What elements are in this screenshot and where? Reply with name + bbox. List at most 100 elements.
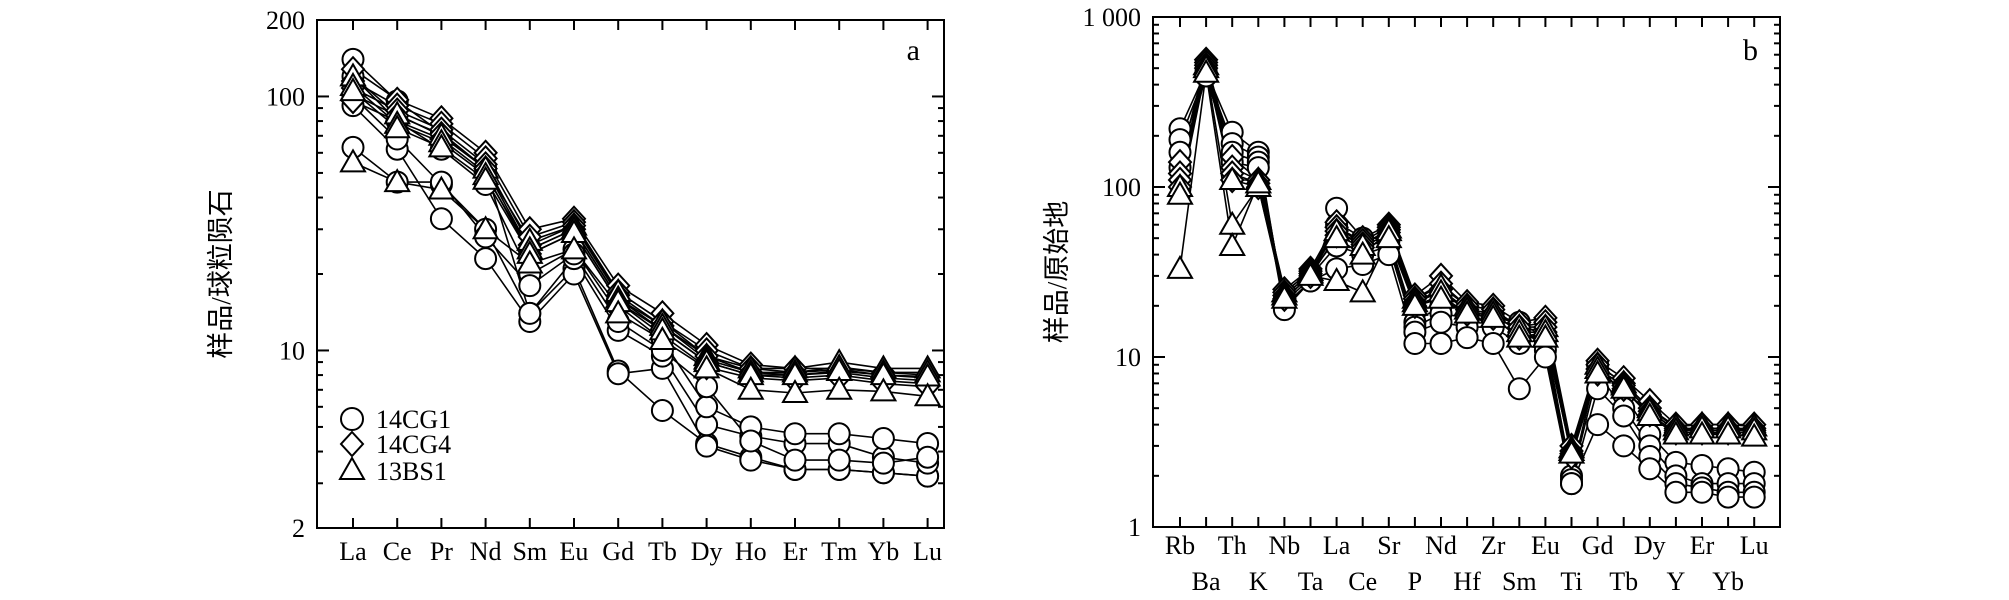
- legend-label-14cg1: 14CG1: [376, 405, 451, 434]
- data-point-13bs1: [1505, 323, 1534, 348]
- legend-marker-diamond: [339, 430, 365, 458]
- x-tick-label: Ti: [1560, 567, 1582, 596]
- x-tick-label: K: [1249, 567, 1268, 596]
- x-tick-label: Ce: [383, 537, 412, 566]
- data-point-13bs1: [1531, 323, 1560, 348]
- x-tick-label: Nd: [1425, 531, 1457, 560]
- x-tick-label: Sm: [512, 537, 547, 566]
- series-markers-b: [1166, 46, 1768, 509]
- data-point-13bs1: [1636, 401, 1664, 426]
- data-point-14cg1: [783, 422, 807, 446]
- data-point-14cg1: [871, 451, 895, 475]
- x-tick-label: Lu: [1740, 531, 1769, 560]
- data-point-14cg1: [1612, 434, 1636, 458]
- data-point-14cg1: [474, 247, 498, 271]
- x-tick-label: Tb: [648, 537, 677, 566]
- x-tick-label: Eu: [1531, 531, 1560, 560]
- data-point-13bs1: [427, 175, 456, 200]
- y-tick-label: 100: [266, 82, 305, 111]
- data-point-14cg1: [606, 362, 630, 386]
- data-point-13bs1: [1244, 169, 1273, 194]
- series-line-14cg4: [1179, 56, 1755, 447]
- series-line-14cg1: [1179, 69, 1755, 476]
- data-point-14cg1: [1690, 480, 1714, 504]
- data-point-14cg1: [1533, 345, 1557, 369]
- y-tick-label: 10: [279, 336, 305, 365]
- y-axis-label-b: 样品/原始地: [1042, 201, 1072, 344]
- data-point-13bs1: [1192, 58, 1220, 83]
- data-point-13bs1: [1609, 374, 1638, 399]
- x-tick-label: Ta: [1298, 567, 1324, 596]
- data-point-13bs1: [471, 215, 500, 240]
- panel-tag-a: a: [907, 34, 920, 67]
- series-line-13bs1: [1179, 65, 1755, 452]
- data-point-14cg1: [1429, 332, 1453, 356]
- y-tick-label: 2: [292, 514, 305, 543]
- legend-marker-circle: [340, 407, 364, 431]
- data-point-14cg1: [1507, 377, 1531, 401]
- data-point-14cg1: [1586, 413, 1610, 437]
- data-point-13bs1: [913, 382, 942, 407]
- x-tick-label: Ce: [1348, 567, 1377, 596]
- series-line-14cg4: [1179, 65, 1755, 454]
- x-tick-label: Sm: [1502, 567, 1537, 596]
- data-point-13bs1: [1348, 278, 1377, 303]
- data-point-13bs1: [1166, 254, 1194, 279]
- y-tick-label: 100: [1102, 173, 1141, 202]
- series-line-13bs1: [1179, 72, 1755, 457]
- x-tick-label: Dy: [691, 537, 723, 566]
- series-line-13bs1: [1179, 68, 1755, 455]
- y-tick-label: 200: [266, 6, 305, 35]
- series-markers-a: [339, 47, 942, 488]
- data-point-13bs1: [1348, 240, 1377, 265]
- series-line-14cg4: [1179, 62, 1755, 452]
- data-point-13bs1: [737, 375, 765, 400]
- x-tick-label: Hf: [1453, 567, 1481, 596]
- data-point-14cg1: [739, 448, 763, 472]
- data-point-13bs1: [1218, 210, 1246, 235]
- data-point-13bs1: [1583, 359, 1612, 384]
- data-point-13bs1: [383, 114, 411, 139]
- x-tick-label: Ba: [1192, 567, 1221, 596]
- data-point-14cg1: [1638, 457, 1662, 481]
- x-tick-label: Nb: [1269, 531, 1301, 560]
- x-tick-label: Rb: [1165, 531, 1195, 560]
- data-point-13bs1: [781, 378, 809, 404]
- data-point-14cg1: [1560, 472, 1583, 496]
- x-tick-label: Gd: [1582, 531, 1614, 560]
- y-tick-label: 1: [1128, 513, 1141, 542]
- data-point-13bs1: [1740, 422, 1768, 447]
- data-point-14cg1: [916, 445, 940, 469]
- data-point-13bs1: [1375, 224, 1403, 249]
- data-point-13bs1: [560, 235, 588, 260]
- x-tick-label: Y: [1667, 567, 1686, 596]
- data-point-14cg1: [783, 448, 807, 472]
- data-point-13bs1: [1322, 266, 1351, 291]
- data-point-13bs1: [1714, 420, 1742, 445]
- data-point-14cg1: [1429, 310, 1453, 334]
- legend-a: 14CG1 14CG4 13BS1: [338, 405, 451, 486]
- data-point-14cg1: [1481, 332, 1505, 356]
- data-point-14cg1: [695, 395, 719, 419]
- axes-a: 2 10 100 200 La Ce Pr Nd Sm Eu Gd Tb Dy Ho Er Tm Yb Lu: [266, 6, 944, 566]
- data-point-13bs1: [648, 325, 677, 350]
- data-point-13bs1: [1166, 180, 1194, 205]
- data-point-13bs1: [692, 354, 721, 379]
- x-tick-label: Th: [1218, 531, 1247, 560]
- series-line-14cg4: [1179, 68, 1755, 460]
- data-point-13bs1: [869, 377, 898, 402]
- legend-label-14cg4: 14CG4: [376, 430, 451, 459]
- data-point-14cg1: [827, 422, 851, 446]
- data-point-14cg1: [1716, 485, 1740, 509]
- data-point-13bs1: [1688, 420, 1716, 445]
- chart-panel-a: a 样品/球粒陨石 2 10 100 200 La Ce Pr Nd Sm Eu Gd Tb Dy Ho E…: [206, 6, 945, 566]
- data-point-13bs1: [383, 168, 411, 193]
- x-tick-label: La: [1323, 531, 1351, 560]
- data-point-13bs1: [516, 249, 544, 274]
- legend-marker-triangle: [338, 455, 366, 480]
- data-point-13bs1: [471, 165, 500, 190]
- plot-frame-b: [1152, 16, 1781, 528]
- data-point-14cg1: [739, 429, 763, 453]
